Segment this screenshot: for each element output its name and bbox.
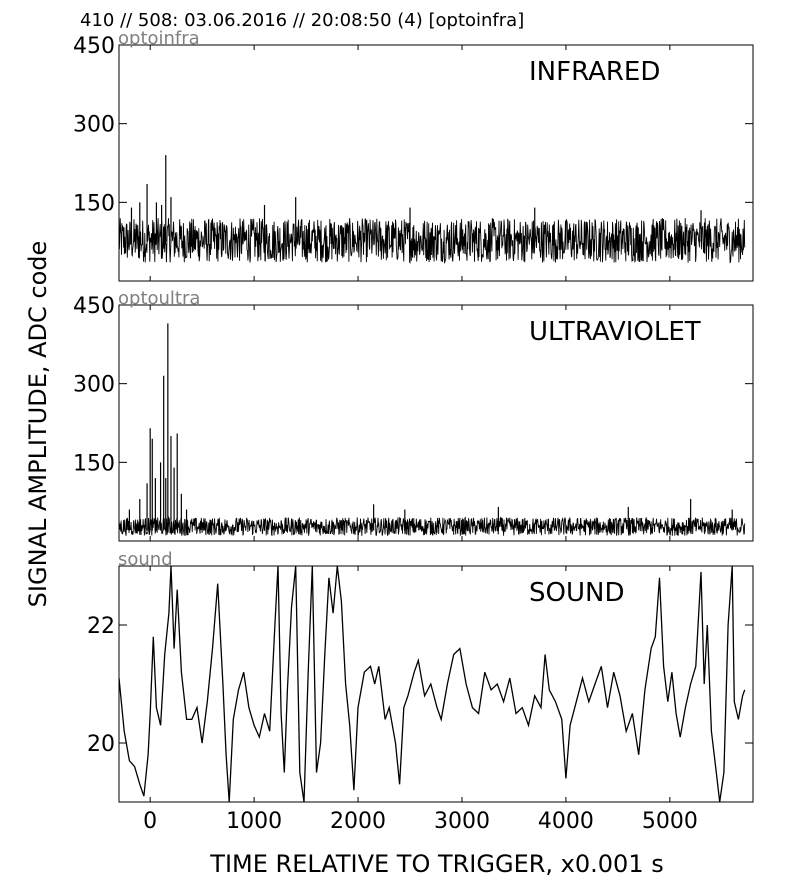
panel-title: SOUND <box>529 578 624 608</box>
panel-optoultra: 150 300 450 optoultra ULTRAVIOLET <box>73 288 754 542</box>
y-tick-label: 150 <box>73 191 115 216</box>
channel-label: sound <box>118 549 173 570</box>
x-tick-label: 5000 <box>642 809 698 834</box>
plot-frame <box>118 565 754 803</box>
y-tick-label: 300 <box>73 113 115 138</box>
y-tick-label: 22 <box>87 614 115 639</box>
channel-label: optoultra <box>118 288 200 309</box>
x-tick-label: 1000 <box>226 809 282 834</box>
panel-optoinfra: 150 300 450 optoinfra INFRARED <box>73 28 754 282</box>
x-tick-label: 4000 <box>538 809 594 834</box>
x-tick-label: 3000 <box>434 809 490 834</box>
y-tick-label: 150 <box>73 451 115 476</box>
channel-label: optoinfra <box>118 28 200 49</box>
optoultra-trace <box>119 516 746 537</box>
chart-header: 410 // 508: 03.06.2016 // 20:08:50 (4) [… <box>80 10 524 31</box>
x-axis-label: TIME RELATIVE TO TRIGGER, x0.001 s <box>209 850 663 878</box>
plot-frame <box>118 304 754 542</box>
x-tick-label: 2000 <box>330 809 386 834</box>
y-tick-label: 450 <box>73 34 115 59</box>
x-tick-label: 0 <box>143 809 157 834</box>
y-axis-label: SIGNAL AMPLITUDE, ADC code <box>24 241 52 608</box>
optoinfra-trace <box>119 218 746 264</box>
panel-sound: 0 1000 2000 3000 4000 5000 20 22 sound SOUND <box>87 549 754 834</box>
plot-frame <box>118 44 754 282</box>
sound-trace <box>119 566 746 802</box>
y-tick-label: 20 <box>87 732 115 757</box>
panel-title: INFRARED <box>529 57 660 87</box>
panel-title: ULTRAVIOLET <box>529 317 701 347</box>
y-tick-label: 300 <box>73 373 115 398</box>
y-tick-label: 450 <box>73 294 115 319</box>
